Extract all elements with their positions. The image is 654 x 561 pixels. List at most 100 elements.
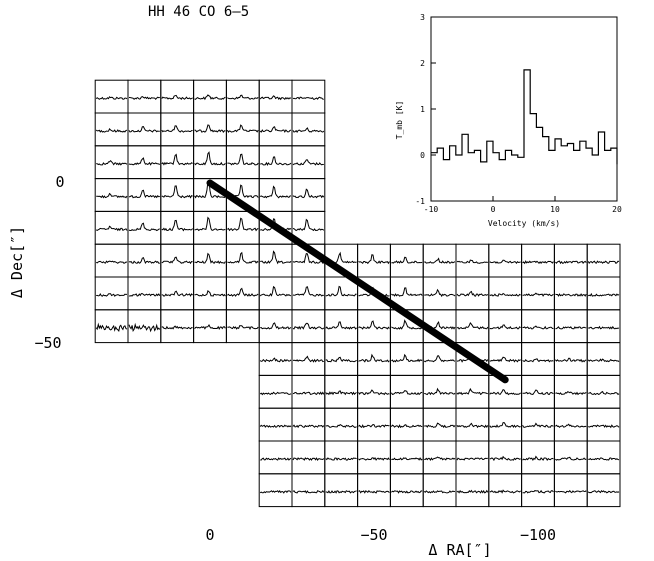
spectrum-cell <box>127 178 162 212</box>
outflow-axis-layer <box>206 179 509 384</box>
spectrum-cell <box>291 309 326 344</box>
cell-frame <box>553 473 588 508</box>
spectrum-trace <box>555 391 587 396</box>
spectrum-cell <box>357 374 391 409</box>
spectrum-trace <box>194 324 226 330</box>
figure-title: HH 46 CO 6–5 <box>148 4 249 20</box>
spectrum-cell <box>586 309 621 344</box>
y-axis-label: Δ Dec[″] <box>8 226 26 298</box>
spectrum-cell <box>94 178 129 212</box>
spectrum-trace <box>325 490 357 494</box>
spectrum-trace <box>456 290 489 297</box>
spectrum-cell <box>586 342 621 376</box>
spectrum-trace <box>587 424 620 429</box>
spectrum-trace <box>194 216 226 232</box>
spectrum-cell <box>225 79 260 114</box>
spectrum-trace <box>555 293 587 297</box>
spectrum-cell <box>193 243 227 278</box>
spectrum-trace <box>522 489 554 494</box>
inset-y-tick-label: 3 <box>420 13 425 22</box>
spectrum-trace <box>95 322 128 332</box>
spectrum-cell <box>553 473 588 508</box>
spectrum-cell <box>455 309 490 344</box>
spectrum-cell <box>357 243 391 278</box>
cell-frame <box>291 440 326 475</box>
spectrum-cell <box>258 79 293 114</box>
spectrum-cell <box>258 145 293 180</box>
spectrum-trace <box>489 388 521 396</box>
spectrum-trace <box>423 355 456 363</box>
cell-frame <box>389 440 424 475</box>
x-tick-label: −100 <box>520 526 556 544</box>
spectrum-trace <box>260 322 292 330</box>
cell-frame <box>357 309 391 344</box>
spectrum-cell <box>521 407 555 442</box>
spectrum-cell <box>258 309 293 344</box>
spectrum-cell <box>160 309 195 344</box>
spectrum-trace <box>95 128 128 133</box>
inset-y-tick-label: 0 <box>420 151 425 160</box>
spectrum-trace <box>358 490 390 494</box>
spectrum-trace <box>555 357 587 363</box>
cell-frame <box>389 473 424 508</box>
spectrum-trace <box>95 225 128 232</box>
spectrum-trace <box>260 156 292 167</box>
spectrum-cell <box>291 112 326 147</box>
spectrum-trace <box>227 217 259 232</box>
cell-frame <box>94 243 129 278</box>
cell-frame <box>94 178 129 212</box>
spectrum-cell <box>225 243 260 278</box>
spectrum-trace <box>161 94 193 100</box>
cell-frame <box>521 276 555 311</box>
cell-frame <box>488 473 523 508</box>
spectrum-cell <box>521 243 555 278</box>
cell-frame <box>553 407 588 442</box>
spectrum-trace <box>194 252 226 265</box>
cell-frame <box>521 309 555 344</box>
spectrum-trace <box>555 423 587 429</box>
spectrum-trace <box>391 319 423 330</box>
spectrum-cell <box>324 473 359 508</box>
inset-x-label: Velocity (km/s) <box>488 219 560 228</box>
cell-frame <box>291 407 326 442</box>
spectrum-trace <box>325 321 357 330</box>
spectrum-trace <box>292 218 325 232</box>
spectrum-cell <box>94 309 129 344</box>
spectrum-trace <box>588 390 620 396</box>
spectrum-trace <box>95 260 128 264</box>
spectrum-cell <box>225 309 260 344</box>
spectrum-trace <box>292 286 324 297</box>
spectrum-trace <box>292 424 325 429</box>
cell-frame <box>160 112 195 147</box>
spectrum-trace <box>423 490 456 494</box>
cell-frame <box>225 309 260 344</box>
spectrum-trace <box>194 290 226 297</box>
spectrum-trace <box>555 489 587 494</box>
cell-frame <box>586 342 621 376</box>
y-tick-label: 0 <box>55 173 64 191</box>
spectrum-trace <box>194 179 226 199</box>
spectrum-cell <box>553 342 588 376</box>
spectrum-cell <box>127 112 162 147</box>
spectrum-trace <box>489 489 521 494</box>
cell-frame <box>94 79 129 114</box>
spectrum-trace <box>129 96 160 101</box>
spectrum-trace <box>358 457 390 461</box>
spectrum-cell <box>94 210 129 245</box>
inset-spectrum-line <box>431 69 618 165</box>
spectrum-cell <box>193 112 227 147</box>
spectrum-cell <box>324 342 359 376</box>
inset-y-tick-label: 2 <box>420 59 425 68</box>
spectrum-cell <box>586 243 621 278</box>
spectrum-cell <box>160 210 195 245</box>
spectrum-trace <box>292 127 325 133</box>
spectrum-cell <box>258 374 293 409</box>
cell-frame <box>193 210 227 245</box>
spectrum-cell <box>291 178 326 212</box>
spectrum-cell <box>291 440 326 475</box>
spectrum-trace <box>161 256 193 265</box>
spectrum-trace <box>391 490 423 494</box>
spectrum-trace <box>358 423 390 429</box>
spectrum-cell <box>488 276 523 311</box>
